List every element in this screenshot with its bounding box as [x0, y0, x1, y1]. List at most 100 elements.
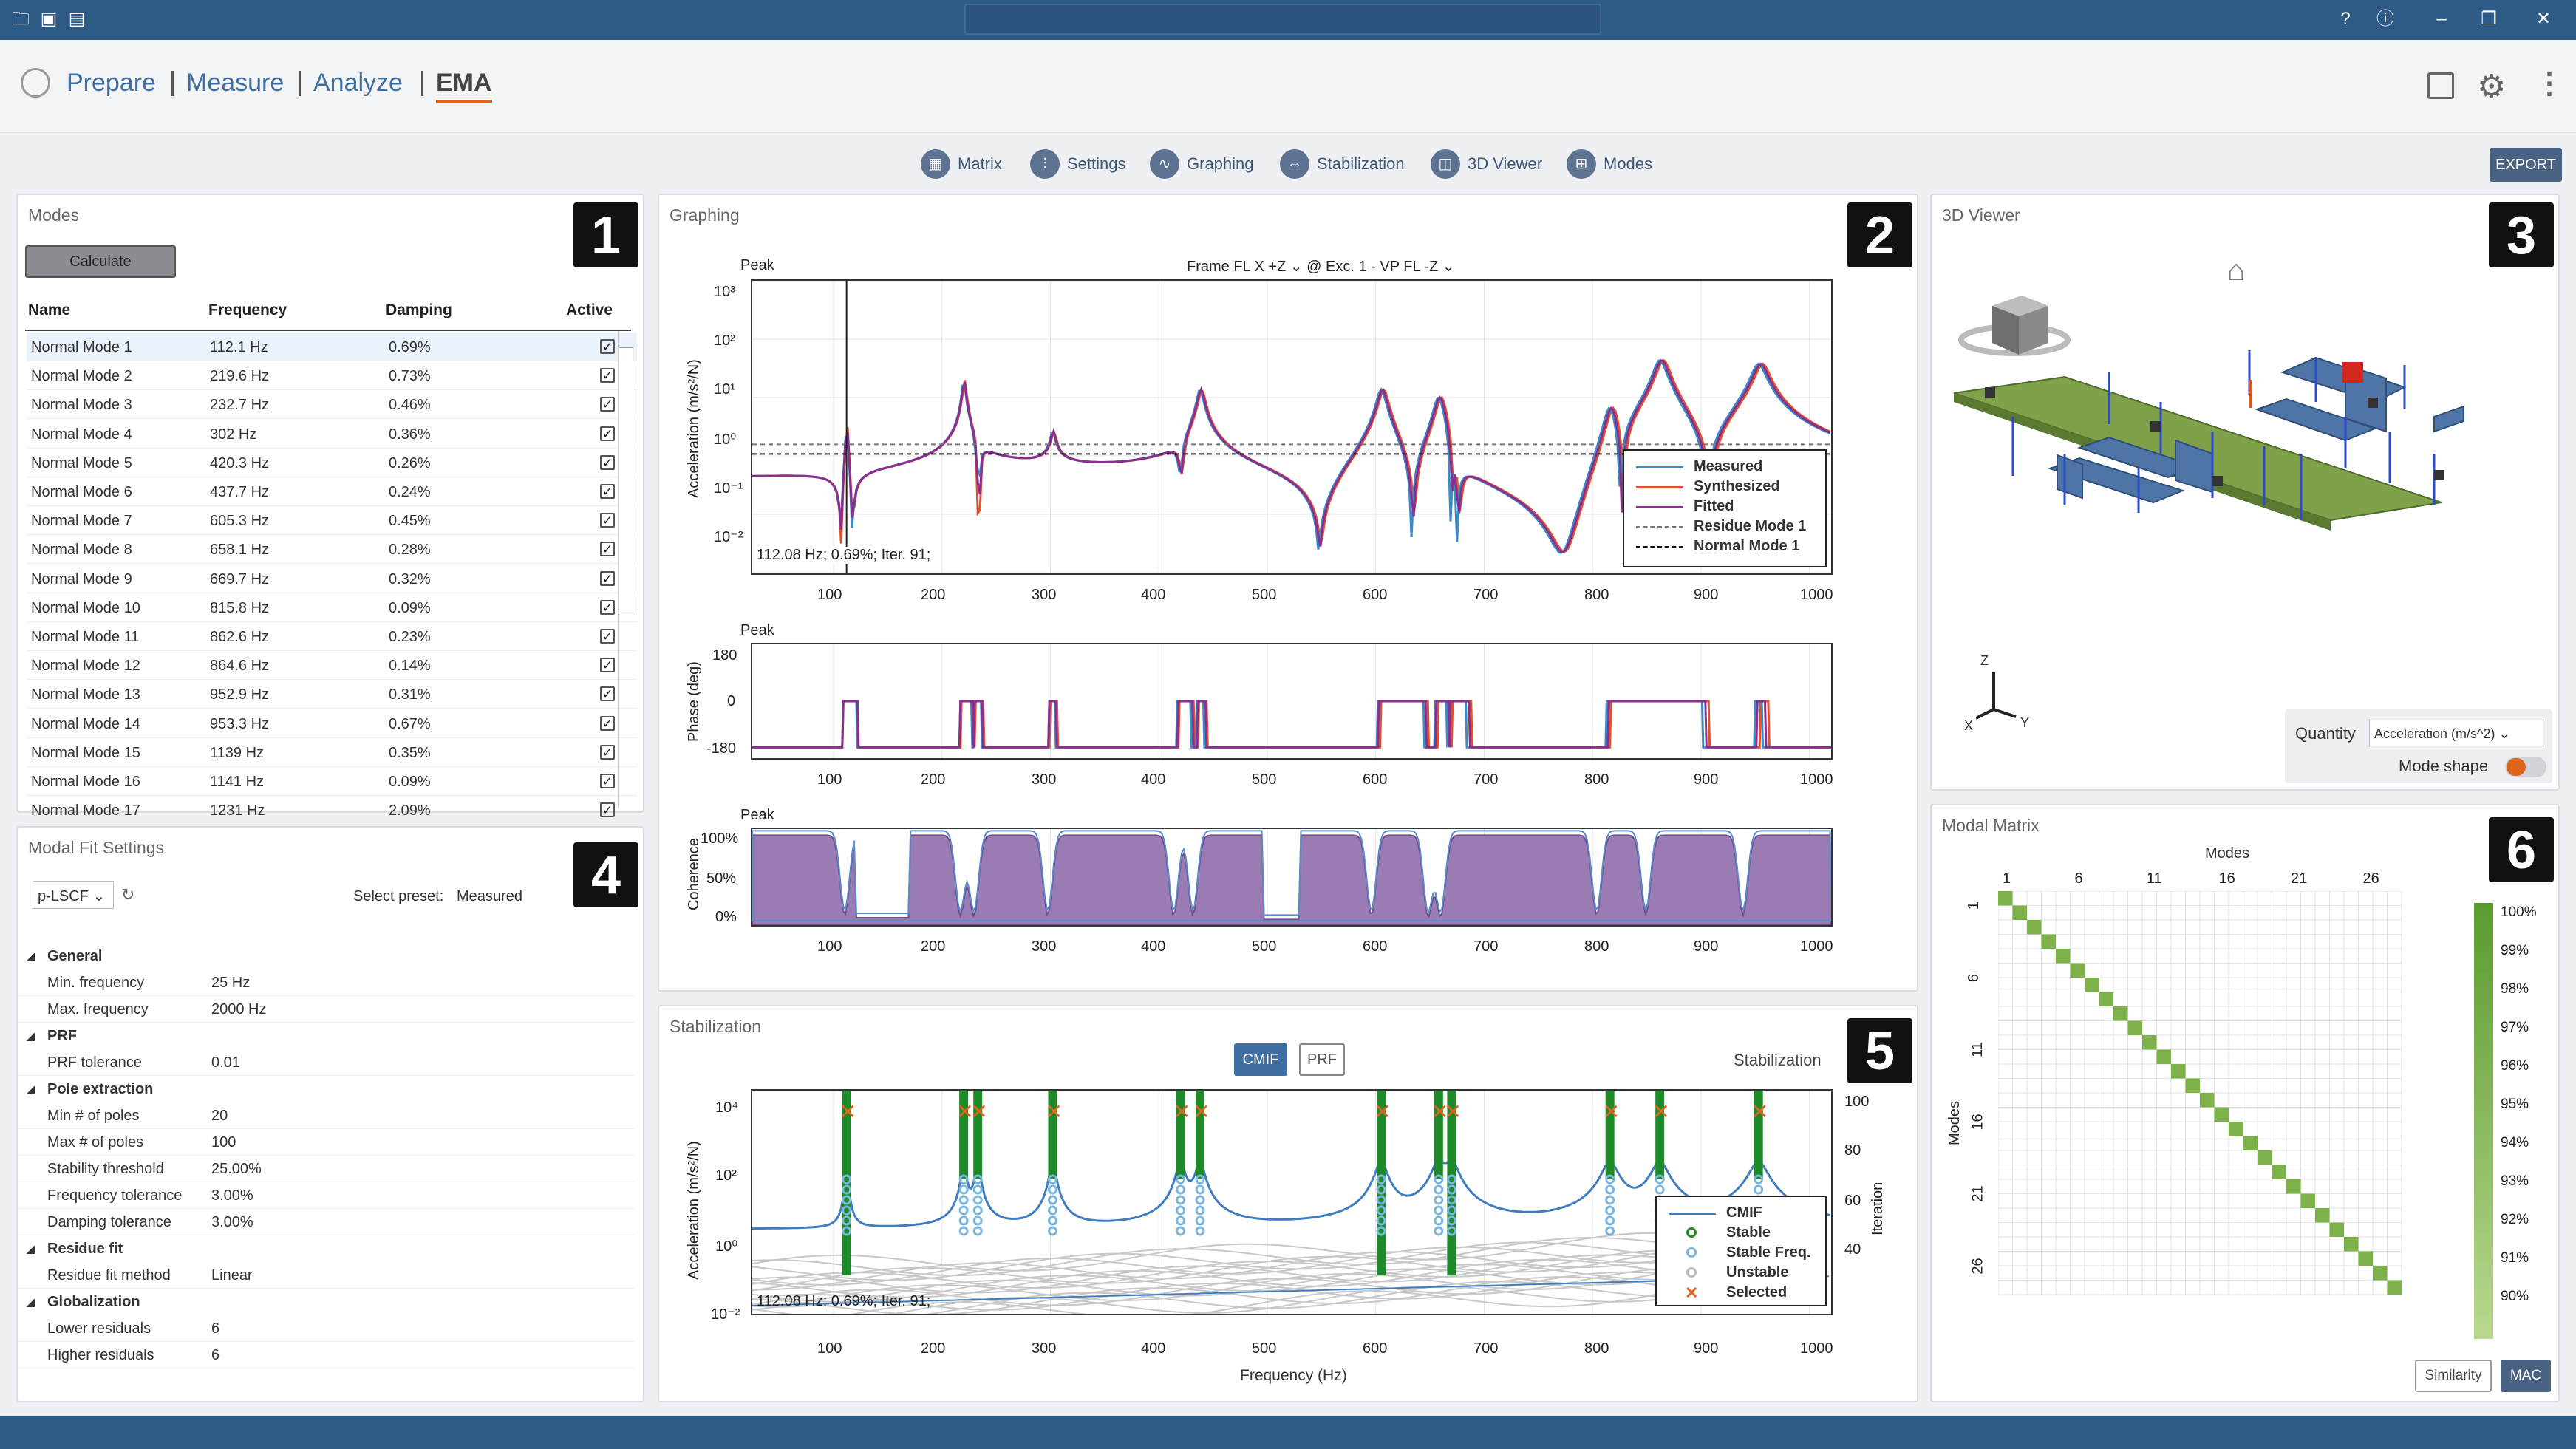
table-row[interactable]: Normal Mode 4 302 Hz 0.36% ✓ — [27, 420, 637, 449]
more-menu-icon[interactable]: ⋮ — [2535, 67, 2564, 100]
expand-icon[interactable]: ◢ — [27, 1083, 35, 1095]
table-row[interactable]: Normal Mode 17 1231 Hz 2.09% ✓ — [27, 796, 637, 825]
settings-row[interactable]: Min # of poles 20 — [18, 1102, 634, 1129]
restore-icon[interactable]: ❐ — [2481, 9, 2497, 29]
column-active[interactable]: Active — [566, 301, 613, 318]
refresh-icon[interactable]: ↻ — [121, 885, 135, 904]
scroll-thumb[interactable] — [619, 347, 633, 613]
toolbar-settings-button[interactable]: ⫶ Settings — [1030, 148, 1126, 180]
frf-plot[interactable]: 112.08 Hz; 0.69%; Iter. 91; Measured Syn… — [751, 279, 1833, 575]
modes-scrollbar[interactable] — [618, 331, 634, 808]
active-checkbox[interactable]: ✓ — [600, 658, 615, 673]
tab-measure[interactable]: Measure — [186, 69, 284, 97]
mode-shape-toggle[interactable] — [2505, 757, 2546, 777]
setting-value[interactable]: Linear — [211, 1267, 253, 1283]
save-as-icon[interactable]: ▤ — [68, 9, 86, 29]
active-checkbox[interactable]: ✓ — [600, 513, 615, 528]
active-checkbox[interactable]: ✓ — [600, 426, 615, 441]
open-folder-icon[interactable]: 🗀 — [12, 9, 30, 29]
active-checkbox[interactable]: ✓ — [600, 339, 615, 354]
setting-value[interactable]: 3.00% — [211, 1214, 253, 1230]
title-search-field[interactable] — [964, 4, 1601, 35]
table-row[interactable]: Normal Mode 16 1141 Hz 0.09% ✓ — [27, 767, 637, 796]
mac-heatmap[interactable] — [1998, 891, 2471, 1334]
settings-group[interactable]: ◢ Globalization — [18, 1289, 634, 1315]
active-checkbox[interactable]: ✓ — [600, 715, 615, 731]
settings-row[interactable]: Residue fit method Linear — [18, 1262, 634, 1289]
active-checkbox[interactable]: ✓ — [600, 599, 615, 615]
settings-row[interactable]: Lower residuals 6 — [18, 1315, 634, 1342]
active-checkbox[interactable]: ✓ — [600, 774, 615, 788]
table-row[interactable]: Normal Mode 14 953.3 Hz 0.67% ✓ — [27, 709, 637, 738]
3d-model-view[interactable] — [1932, 284, 2560, 698]
column-frequency[interactable]: Frequency — [208, 301, 287, 318]
table-row[interactable]: Normal Mode 2 219.6 Hz 0.73% ✓ — [27, 361, 637, 391]
settings-row[interactable]: Min. frequency 25 Hz — [18, 969, 634, 996]
settings-group[interactable]: ◢ Pole extraction — [18, 1076, 634, 1102]
info-icon[interactable]: ⓘ — [2376, 9, 2394, 29]
active-checkbox[interactable]: ✓ — [600, 686, 615, 702]
table-row[interactable]: Normal Mode 5 420.3 Hz 0.26% ✓ — [27, 449, 637, 477]
toolbar-modes-button[interactable]: ⊞ Modes — [1567, 148, 1652, 180]
table-row[interactable]: Normal Mode 6 437.7 Hz 0.24% ✓ — [27, 477, 637, 506]
settings-row[interactable]: Max. frequency 2000 Hz — [18, 996, 634, 1023]
expand-icon[interactable]: ◢ — [27, 1243, 35, 1255]
similarity-button[interactable]: Similarity — [2415, 1360, 2492, 1392]
settings-row[interactable]: Damping tolerance 3.00% — [18, 1209, 634, 1235]
settings-row[interactable]: Stability threshold 25.00% — [18, 1156, 634, 1182]
save-project-icon[interactable] — [2427, 72, 2454, 99]
coherence-plot[interactable] — [751, 828, 1833, 927]
gear-icon[interactable]: ⚙ — [2477, 69, 2507, 105]
channel-selector[interactable]: Frame FL X +Z ⌄ @ Exc. 1 - VP FL -Z ⌄ — [1187, 259, 1455, 275]
table-row[interactable]: Normal Mode 3 232.7 Hz 0.46% ✓ — [27, 390, 637, 420]
active-checkbox[interactable]: ✓ — [600, 802, 615, 818]
mac-button[interactable]: MAC — [2501, 1360, 2551, 1392]
prf-button[interactable]: PRF — [1299, 1043, 1345, 1076]
toolbar-stabilization-button[interactable]: ⇔ Stabilization — [1280, 148, 1405, 180]
active-checkbox[interactable]: ✓ — [600, 629, 615, 644]
settings-group[interactable]: ◢ General — [18, 943, 634, 969]
cmif-button[interactable]: CMIF — [1234, 1043, 1287, 1076]
active-checkbox[interactable]: ✓ — [600, 397, 615, 412]
active-checkbox[interactable]: ✓ — [600, 542, 615, 557]
home-icon[interactable]: ⌂ — [2227, 254, 2246, 287]
setting-value[interactable]: 6 — [211, 1320, 220, 1337]
table-row[interactable]: Normal Mode 15 1139 Hz 0.35% ✓ — [27, 738, 637, 767]
setting-value[interactable]: 25 Hz — [211, 975, 251, 991]
minimize-icon[interactable]: – — [2436, 9, 2447, 29]
active-checkbox[interactable]: ✓ — [600, 744, 615, 760]
quantity-select[interactable]: Acceleration (m/s^2) ⌄ — [2369, 720, 2543, 746]
setting-value[interactable]: 20 — [211, 1108, 228, 1124]
settings-row[interactable]: PRF tolerance 0.01 — [18, 1049, 634, 1076]
help-icon[interactable]: ? — [2340, 9, 2351, 29]
preset-select[interactable]: Measured — [457, 888, 522, 904]
table-row[interactable]: Normal Mode 1 112.1 Hz 0.69% ✓ — [27, 333, 637, 361]
table-row[interactable]: Normal Mode 13 952.9 Hz 0.31% ✓ — [27, 680, 637, 709]
stabilization-plot[interactable]: ✕ ✕ ✕ ✕ ✕ ✕ ✕ ✕ ✕ ✕ ✕ ✕ 112.08 Hz; 0.69%; Iter. 91;… — [751, 1089, 1833, 1315]
setting-value[interactable]: 25.00% — [211, 1161, 262, 1177]
toolbar-graphing-button[interactable]: ∿ Graphing — [1150, 148, 1254, 180]
tab-ema[interactable]: EMA — [436, 69, 492, 97]
expand-icon[interactable]: ◢ — [27, 950, 35, 962]
column-damping[interactable]: Damping — [386, 301, 452, 318]
phase-plot[interactable] — [751, 643, 1833, 760]
expand-icon[interactable]: ◢ — [27, 1030, 35, 1042]
active-checkbox[interactable]: ✓ — [600, 570, 615, 586]
table-row[interactable]: Normal Mode 7 605.3 Hz 0.45% ✓ — [27, 506, 637, 536]
settings-row[interactable]: Frequency tolerance 3.00% — [18, 1182, 634, 1209]
save-icon[interactable]: ▣ — [40, 9, 58, 29]
setting-value[interactable]: 3.00% — [211, 1187, 253, 1204]
active-checkbox[interactable]: ✓ — [600, 454, 615, 470]
settings-row[interactable]: Higher residuals 6 — [18, 1342, 634, 1368]
setting-value[interactable]: 0.01 — [211, 1054, 240, 1071]
tab-analyze[interactable]: Analyze — [313, 69, 403, 97]
table-row[interactable]: Normal Mode 9 669.7 Hz 0.32% ✓ — [27, 565, 637, 593]
settings-group[interactable]: ◢ Residue fit — [18, 1235, 634, 1262]
setting-value[interactable]: 6 — [211, 1347, 220, 1363]
active-checkbox[interactable]: ✓ — [600, 368, 615, 383]
active-checkbox[interactable]: ✓ — [600, 484, 615, 499]
settings-group[interactable]: ◢ PRF — [18, 1023, 634, 1049]
tab-prepare[interactable]: Prepare — [67, 69, 156, 97]
table-row[interactable]: Normal Mode 8 658.1 Hz 0.28% ✓ — [27, 535, 637, 565]
expand-icon[interactable]: ◢ — [27, 1296, 35, 1308]
